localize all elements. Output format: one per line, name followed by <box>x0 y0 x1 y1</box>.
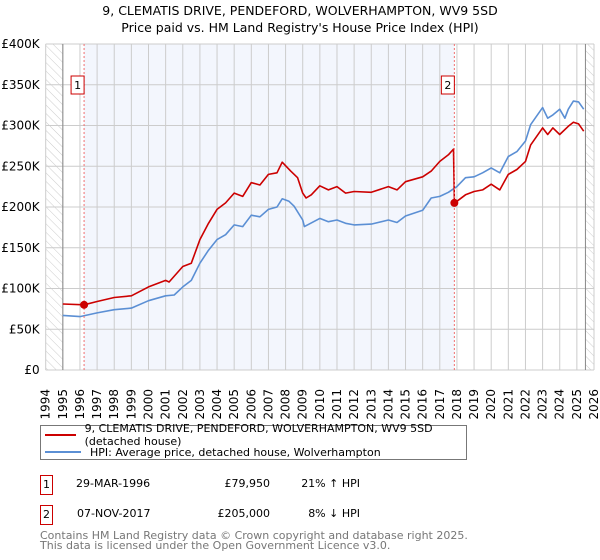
x-tick-label: 1996 <box>73 389 87 420</box>
transaction-marker: 1 <box>40 475 53 495</box>
price-paid-line <box>62 121 585 306</box>
x-tick-label: 2017 <box>433 389 447 420</box>
x-tick-label: 1994 <box>39 389 53 420</box>
x-tick-label: 2025 <box>570 389 584 420</box>
footer: Contains HM Land Registry data © Crown c… <box>40 529 468 552</box>
y-tick-label: £350K <box>1 78 41 92</box>
x-tick-label: 1995 <box>56 389 70 420</box>
x-tick-label: 2002 <box>176 389 190 420</box>
x-tick-label: 2022 <box>518 389 532 420</box>
transaction-hpi-diff: 8% ↓ HPI <box>308 507 360 520</box>
sale-label: 2 <box>444 79 451 92</box>
transaction-date: 29-MAR-1996 <box>76 477 151 490</box>
y-tick-label: £100K <box>1 282 41 296</box>
x-tick-label: 2023 <box>536 389 550 420</box>
y-tick-label: £0 <box>24 363 39 377</box>
x-tick-label: 2001 <box>159 389 173 420</box>
x-tick-label: 2019 <box>467 389 481 420</box>
y-tick-label: £50K <box>9 322 41 336</box>
y-tick-label: £150K <box>1 241 41 255</box>
x-tick-label: 2021 <box>501 389 515 420</box>
x-tick-label: 2013 <box>364 389 378 420</box>
x-tick-label: 2024 <box>553 389 567 420</box>
legend-label: HPI: Average price, detached house, Wolv… <box>90 445 381 459</box>
sale-point <box>80 300 89 309</box>
footer-licence: This data is licensed under the Open Gov… <box>40 539 391 552</box>
legend-label: 9, CLEMATIS DRIVE, PENDEFORD, WOLVERHAMP… <box>84 422 433 448</box>
y-tick-label: £200K <box>1 200 41 214</box>
hpi-line <box>62 100 585 318</box>
footer-copyright: Contains HM Land Registry data © Crown c… <box>40 529 468 542</box>
x-tick-label: 2016 <box>416 389 430 420</box>
x-tick-label: 2010 <box>313 389 327 420</box>
x-tick-label: 2005 <box>227 389 241 420</box>
transaction-hpi-diff: 21% ↑ HPI <box>301 477 360 490</box>
transaction-price: £205,000 <box>217 507 271 520</box>
y-tick-label: £300K <box>1 119 41 133</box>
x-tick-label: 2014 <box>381 389 395 420</box>
x-tick-label: 1998 <box>107 389 121 420</box>
x-tick-label: 1997 <box>90 389 104 420</box>
y-tick-label: £400K <box>1 37 41 51</box>
x-tick-label: 2018 <box>450 389 464 420</box>
sale-label: 1 <box>74 79 81 92</box>
transaction-marker: 2 <box>40 505 53 525</box>
x-tick-label: 1999 <box>124 389 138 420</box>
legend-item-hpi: HPI: Average price, detached house, Wolv… <box>45 444 381 460</box>
x-tick-label: 2026 <box>587 389 600 420</box>
sale-point <box>450 198 459 207</box>
legend: 9, CLEMATIS DRIVE, PENDEFORD, WOLVERHAMP… <box>40 422 467 460</box>
x-tick-label: 2006 <box>244 389 258 420</box>
blue-line-swatch <box>45 451 81 453</box>
sale-label-box <box>440 75 455 95</box>
x-tick-label: 2003 <box>193 389 207 420</box>
x-tick-label: 2020 <box>484 389 498 420</box>
x-tick-label: 2015 <box>399 389 413 420</box>
x-tick-label: 2004 <box>210 389 224 420</box>
sale-label-box <box>70 75 85 95</box>
x-tick-label: 2011 <box>330 389 344 420</box>
x-tick-label: 2007 <box>261 389 275 420</box>
transaction-date: 07-NOV-2017 <box>77 507 151 520</box>
red-line-swatch <box>45 434 76 436</box>
x-tick-label: 2012 <box>347 389 361 420</box>
x-tick-label: 2008 <box>279 389 293 420</box>
x-tick-label: 2000 <box>142 389 156 420</box>
price-chart: 1994 1995 1996 1997 1998 1999 2000 2001 2002 2003… <box>1 37 600 420</box>
y-tick-label: £250K <box>1 159 41 173</box>
chart-subtitle: Price paid vs. HM Land Registry's House … <box>121 20 479 35</box>
chart-title: 9, CLEMATIS DRIVE, PENDEFORD, WOLVERHAMP… <box>102 3 498 18</box>
x-tick-label: 2009 <box>296 389 310 420</box>
legend-item-property: 9, CLEMATIS DRIVE, PENDEFORD, WOLVERHAMP… <box>45 422 466 448</box>
transaction-price: £79,950 <box>224 477 271 490</box>
